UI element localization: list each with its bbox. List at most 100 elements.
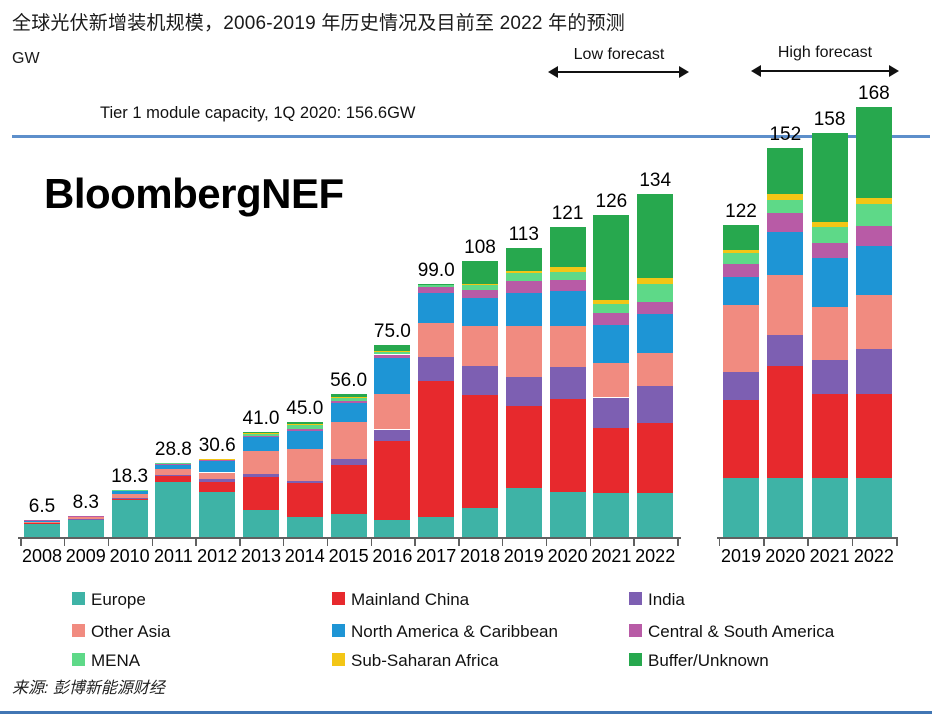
bar-segment-mainland-china-2022 (637, 423, 674, 494)
bar-segment-sub-saharan-africa-2015 (330, 397, 367, 398)
bar-segment-north-america-caribbean-2020 (549, 291, 586, 326)
bar-segment-mena-2016 (374, 351, 411, 355)
bar-total-label-2019: 113 (508, 223, 539, 245)
bar-segment-europe-2020 (767, 478, 804, 537)
bar-segment-other-asia-2022 (855, 295, 892, 349)
bar-segment-central-south-america-2019 (723, 264, 759, 278)
bar-total-label-2012: 30.6 (198, 434, 236, 456)
bar-total-label-2009: 8.3 (72, 491, 99, 513)
x-axis-tick (151, 539, 153, 546)
y-axis-unit-label: GW (12, 50, 40, 67)
bar-segment-india-2019 (505, 377, 542, 407)
bar-segment-india-2022 (855, 348, 892, 394)
bar-segment-central-south-america-2022 (637, 301, 674, 315)
bar-segment-buffer-unknown-2019 (723, 224, 759, 250)
bar-total-label-2020: 152 (769, 123, 802, 145)
legend-label-north-america-caribbean: North America & Caribbean (351, 622, 558, 641)
bar-segment-mena-2022 (855, 204, 892, 226)
bar-segment-central-south-america-2011 (155, 463, 192, 465)
x-axis-tick (545, 539, 548, 546)
bar-segment-other-asia-2019 (505, 325, 542, 378)
bar-segment-other-asia-2019 (723, 305, 759, 372)
bar-segment-other-asia-2016 (374, 393, 411, 430)
legend-label-sub-saharan-africa: Sub-Saharan Africa (351, 651, 499, 670)
bar-segment-other-asia-2009 (67, 517, 104, 519)
bar-segment-north-america-caribbean-2012 (199, 460, 236, 473)
bar-segment-other-asia-2014 (286, 448, 323, 481)
bar-segment-buffer-unknown-2020 (549, 227, 586, 267)
bar-segment-north-america-caribbean-2011 (155, 464, 192, 470)
bar-segment-buffer-unknown-2015 (330, 393, 367, 398)
x-axis-tick (107, 539, 110, 546)
legend-swatch-mainland-china (332, 592, 345, 605)
bar-segment-europe-2012 (199, 492, 236, 537)
bar-segment-central-south-america-2021 (593, 313, 630, 325)
bar-segment-india-2016 (374, 429, 411, 442)
bar-segment-buffer-unknown-2017 (418, 283, 455, 285)
bar-segment-buffer-unknown-2016 (374, 345, 411, 351)
bar-total-label-2022: 134 (639, 170, 672, 192)
bar-segment-mainland-china-2016 (374, 441, 411, 521)
bar-segment-buffer-unknown-2013 (243, 432, 279, 433)
bar-total-label-2021: 126 (595, 190, 628, 212)
x-axis-tick (414, 539, 416, 546)
bar-segment-sub-saharan-africa-2020 (767, 194, 804, 201)
bar-segment-mainland-china-2010 (111, 498, 148, 500)
legend-label-europe: Europe (91, 590, 146, 609)
bar-segment-mainland-china-2022 (855, 393, 892, 479)
bar-segment-mainland-china-2011 (155, 475, 192, 482)
bar-segment-mainland-china-2021 (811, 393, 848, 479)
bar-segment-europe-2017 (418, 516, 455, 537)
bar-segment-mainland-china-2021 (593, 428, 630, 494)
bar-segment-mainland-china-2018 (462, 394, 498, 508)
source-credit: 来源: 彭博新能源财经 (12, 680, 165, 697)
bar-segment-mena-2017 (418, 284, 455, 288)
bar-segment-north-america-caribbean-2022 (637, 314, 674, 353)
legend-swatch-buffer-unknown (629, 653, 642, 666)
bar-segment-central-south-america-2017 (418, 287, 455, 293)
bar-segment-other-asia-2017 (418, 323, 455, 357)
bar-segment-mena-2012 (199, 458, 236, 460)
x-axis-tick (195, 539, 197, 546)
legend-swatch-central-south-america (629, 624, 642, 637)
bar-total-label-2010: 18.3 (111, 466, 149, 488)
bar-segment-other-asia-2010 (111, 494, 148, 499)
bar-segment-india-2013 (243, 474, 279, 477)
legend-label-india: India (648, 590, 685, 609)
bar-segment-europe-2015 (330, 513, 367, 537)
bar-segment-europe-2009 (67, 520, 104, 537)
bar-segment-india-2018 (462, 365, 498, 395)
bar-segment-central-south-america-2012 (199, 459, 236, 461)
bar-segment-europe-2021 (811, 478, 848, 537)
bar-segment-north-america-caribbean-2014 (286, 430, 323, 449)
bar-segment-other-asia-2008 (24, 521, 60, 523)
x-axis-label-2010: 2010 (109, 546, 150, 566)
bar-segment-india-2017 (418, 356, 455, 381)
bar-segment-europe-2022 (855, 478, 892, 537)
x-axis-label-2021: 2021 (809, 546, 850, 566)
x-axis-tick (501, 539, 504, 546)
legend-swatch-north-america-caribbean (332, 624, 345, 637)
legend-swatch-sub-saharan-africa (332, 653, 345, 666)
bar-segment-buffer-unknown-2020 (767, 147, 804, 194)
legend-label-mainland-china: Mainland China (351, 590, 470, 609)
bar-total-label-2015: 56.0 (330, 369, 368, 391)
legend-swatch-other-asia (72, 624, 85, 637)
bar-total-label-2022: 168 (858, 83, 890, 104)
bar-segment-sub-saharan-africa-2022 (637, 278, 674, 284)
x-axis-label-2019: 2019 (503, 546, 544, 566)
bar-segment-north-america-caribbean-2020 (767, 232, 804, 275)
bar-segment-india-2021 (811, 360, 848, 394)
bar-segment-sub-saharan-africa-2021 (811, 222, 848, 228)
bar-segment-europe-2013 (243, 510, 279, 537)
bar-segment-india-2015 (330, 458, 367, 466)
tier1-capacity-reference-line (12, 134, 930, 138)
bar-segment-buffer-unknown-2021 (593, 214, 630, 301)
bar-segment-sub-saharan-africa-2021 (593, 300, 630, 304)
bar-segment-europe-2019 (723, 478, 759, 537)
bar-segment-north-america-caribbean-2015 (330, 403, 367, 422)
bar-segment-north-america-caribbean-2021 (593, 324, 630, 363)
bar-segment-europe-2020 (549, 492, 586, 537)
bar-segment-sub-saharan-africa-2017 (418, 284, 455, 285)
